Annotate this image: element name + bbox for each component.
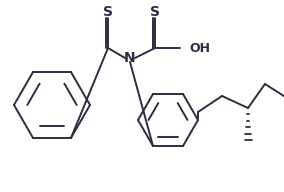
Text: OH: OH [189,41,210,55]
Text: S: S [150,5,160,19]
Text: S: S [103,5,113,19]
Text: N: N [124,51,136,65]
